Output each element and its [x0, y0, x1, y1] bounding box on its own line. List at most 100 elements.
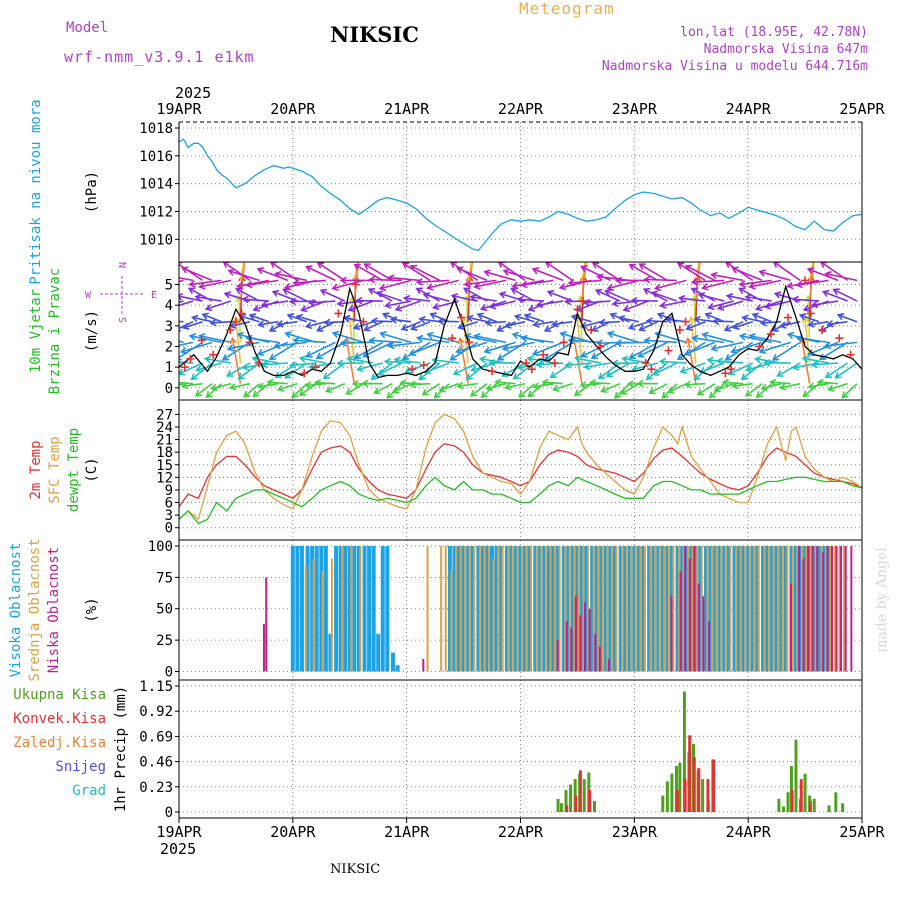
gust-marker	[675, 325, 684, 334]
bar-cloud-1	[521, 546, 523, 672]
wind-arrow-head	[696, 388, 705, 396]
wind-arrow	[629, 341, 659, 359]
wind-arrow	[317, 262, 346, 282]
wind-arrow	[749, 334, 782, 344]
bar-cloud-1	[729, 546, 732, 672]
wind-arrow-head	[188, 280, 196, 288]
wind-arrow-head	[580, 321, 588, 330]
wind-arrow	[576, 317, 583, 364]
wind-arrow-head	[523, 313, 532, 321]
bar-cloud-1	[554, 546, 557, 672]
wind-arrow	[727, 294, 753, 302]
bar-cloud-2	[811, 546, 814, 672]
bar-cloud-0	[717, 546, 722, 672]
wind-arrow-head	[415, 334, 424, 343]
wind-arrow	[206, 383, 223, 398]
wind-arrow-head	[361, 379, 369, 388]
wind-arrow	[402, 262, 431, 282]
wind-arrow	[424, 362, 450, 374]
wind-arrow-head	[313, 379, 322, 387]
wind-arrow	[591, 341, 621, 359]
wind-arrow-head	[795, 280, 803, 289]
wind-arrow	[199, 334, 232, 344]
wind-arrow	[723, 381, 744, 385]
wind-arrow-head	[386, 391, 394, 399]
panel-body-wind	[153, 262, 862, 399]
wind-arrow	[649, 382, 668, 394]
bar-precip-0	[670, 773, 674, 812]
wind-arrow-head	[628, 263, 636, 271]
panel-precip: 0 0.23 0.46 0.69 0.92 1.15 1hr Precip (mm) Ukup…	[13, 679, 863, 821]
wind-arrow-head	[501, 344, 510, 352]
wind-arrow-head	[690, 278, 698, 286]
wind-arrow	[433, 300, 459, 309]
wind-arrow-head	[479, 304, 488, 312]
wind-arrow-head	[198, 333, 206, 341]
wind-arrow-head	[438, 385, 446, 393]
wind-arrow	[457, 382, 478, 387]
wind-arrow-head	[181, 381, 189, 390]
bar-precip-0	[812, 798, 816, 812]
wind-arrow-head	[535, 300, 544, 309]
bar-cloud-0	[684, 546, 689, 672]
wind-arrow-head	[653, 283, 662, 292]
wind-arrow-head	[153, 333, 159, 339]
wind-arrow-head	[643, 275, 651, 284]
bar-cloud-1	[706, 546, 709, 672]
wind-arrow	[246, 336, 279, 344]
bar-cloud-0	[367, 546, 372, 672]
wind-arrow	[698, 293, 725, 302]
bar-cloud-0	[746, 546, 751, 672]
wind-arrow	[181, 341, 213, 353]
wind-arrow	[677, 341, 706, 360]
wind-arrow-head	[691, 334, 699, 343]
wind-arrow-head	[725, 292, 734, 301]
bar-cloud-0	[693, 546, 698, 672]
wind-arrow	[724, 320, 744, 331]
wind-arrow-head	[496, 353, 505, 361]
wind-arrow-head	[304, 321, 313, 330]
wind-arrow	[267, 381, 288, 385]
wind-arrow-head	[437, 317, 445, 326]
bar-cloud-2	[807, 546, 810, 672]
wind-arrow-head	[609, 312, 617, 320]
bar-cloud-2	[670, 596, 673, 672]
unit-temperature: (C)	[84, 457, 100, 482]
time-label-bottom: 22APR	[498, 823, 544, 841]
wind-arrow-head	[433, 391, 441, 399]
bar-precip-1	[688, 735, 692, 812]
wind-arrow	[568, 339, 601, 344]
wind-arrow	[376, 291, 402, 302]
bar-cloud-0	[347, 546, 352, 672]
panel-pressure: 1010 1012 1014 1016 1018 Pritisak na nivou mo…	[28, 99, 863, 285]
wind-arrow-head	[241, 295, 249, 304]
wind-arrow	[644, 339, 677, 344]
wind-arrow	[606, 362, 630, 377]
gust-marker	[539, 350, 548, 359]
wind-arrow	[498, 262, 526, 282]
wind-arrow	[533, 341, 564, 356]
bar-cloud-1	[610, 546, 613, 672]
wind-arrow-head	[551, 320, 559, 328]
wind-arrow-head	[324, 386, 333, 394]
wind-arrow-head	[676, 353, 685, 360]
wind-arrow-head	[510, 287, 518, 295]
bar-cloud-0	[299, 546, 304, 672]
bar-cloud-0	[675, 546, 680, 672]
wind-arrow-head	[604, 289, 612, 297]
wind-arrow-head	[546, 289, 555, 297]
wind-arrow-head	[308, 362, 316, 371]
wind-arrow-head	[511, 331, 520, 340]
bar-cloud-1	[834, 546, 837, 672]
wind-arrow-head	[323, 318, 331, 327]
bar-cloud-1	[444, 546, 447, 672]
bar-cloud-0	[551, 546, 556, 672]
wind-arrow-head	[418, 373, 426, 381]
year-label-bottom: 2025	[160, 840, 196, 858]
wind-arrow-head	[363, 324, 371, 332]
ytick-label: 1	[165, 360, 173, 376]
wind-arrow-head	[832, 288, 840, 296]
wind-arrow-head	[802, 304, 811, 312]
wind-arrow	[739, 279, 772, 286]
wind-arrow	[315, 381, 336, 385]
